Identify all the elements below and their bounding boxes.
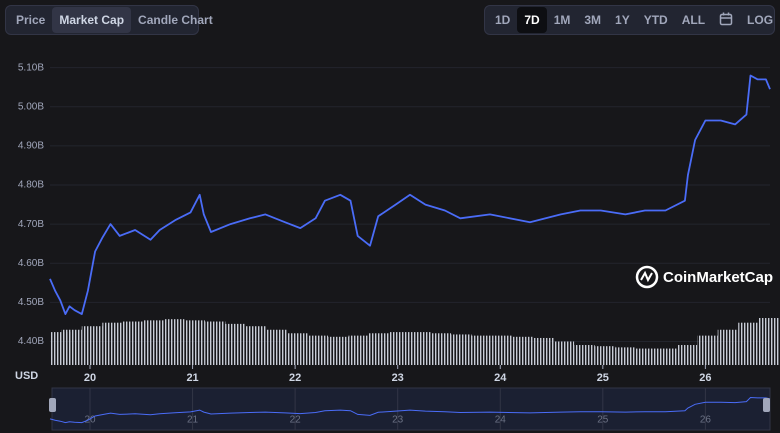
volume-bar <box>225 323 246 365</box>
volume-bar <box>163 319 185 365</box>
volume-bar <box>656 348 677 365</box>
volume-bar <box>307 335 328 365</box>
navigator-line <box>49 396 771 424</box>
volume-bar <box>492 335 513 365</box>
volume-bar <box>368 333 390 365</box>
y-tick-label: 4.50B <box>18 297 44 308</box>
x-tick-label: 22 <box>289 372 301 384</box>
navigator-tick-label: 23 <box>392 415 404 426</box>
button[interactable]: LOG <box>747 13 774 27</box>
volume-bar <box>410 332 431 365</box>
y-tick-label: 4.70B <box>18 219 44 230</box>
volume-bar <box>266 329 287 365</box>
navigator-handle <box>49 398 56 412</box>
volume-bar <box>512 336 534 365</box>
volume-bar <box>717 329 739 365</box>
calendar-button[interactable] <box>712 6 740 35</box>
volume-bar <box>697 335 718 365</box>
tab-group: Price Market Cap Candle Chart <box>5 5 213 35</box>
currency-label: USD <box>15 370 38 382</box>
volume-bar <box>451 334 472 365</box>
x-tick-label: 26 <box>699 372 711 384</box>
price-line <box>49 74 771 315</box>
button[interactable]: ALL <box>681 13 706 27</box>
volume-bar <box>81 326 103 365</box>
navigator-handle <box>763 398 770 412</box>
volume-bar <box>143 320 164 365</box>
volume-bar <box>635 348 657 365</box>
volume-bar <box>574 345 595 365</box>
button[interactable]: 1Y <box>615 13 630 27</box>
button[interactable]: Price <box>16 13 46 27</box>
navigator <box>51 387 771 431</box>
range-group: 1D 7D 1M 3M 1Y YTD ALL LOG <box>484 5 775 35</box>
navigator-tick-label: 21 <box>187 415 199 426</box>
navigator-tick-label: 20 <box>84 415 96 426</box>
volume-bar <box>348 335 369 365</box>
x-tick-label: 21 <box>186 372 198 384</box>
volume-bar <box>184 320 205 365</box>
button[interactable]: Candle Chart <box>138 13 213 27</box>
y-tick-label: 5.10B <box>18 62 44 73</box>
volume-bar <box>594 346 616 365</box>
volume-bar <box>430 333 452 365</box>
button[interactable]: YTD <box>643 13 668 27</box>
watermark-text: CoinMarketCap <box>663 269 773 286</box>
x-tick-label: 20 <box>84 372 96 384</box>
button[interactable]: 7D <box>517 7 547 33</box>
calendar-icon <box>719 12 733 25</box>
navigator-tick-label: 26 <box>700 415 712 426</box>
volume-bar <box>204 321 226 365</box>
button[interactable]: Market Cap <box>52 7 132 33</box>
volume-bar <box>389 332 410 365</box>
y-tick-label: 4.40B <box>18 336 44 347</box>
volume-bar <box>615 347 636 365</box>
y-tick-label: 4.60B <box>18 258 44 269</box>
navigator-tick-label: 24 <box>495 415 507 426</box>
button[interactable]: 1D <box>495 13 511 27</box>
volume-bar <box>327 336 349 365</box>
button[interactable]: 3M <box>584 13 602 27</box>
volume-bar <box>758 318 780 365</box>
volume-bar <box>553 341 575 365</box>
volume-bar <box>533 337 554 365</box>
x-tick-label: 25 <box>597 372 609 384</box>
volume-bar <box>245 326 267 365</box>
volume-bar <box>61 329 82 365</box>
volume-bar <box>122 321 144 365</box>
volume-bar <box>738 322 759 365</box>
y-tick-label: 5.00B <box>18 101 44 112</box>
volume-bar <box>676 345 698 365</box>
volume-bar <box>102 322 123 365</box>
button[interactable]: 1M <box>553 13 571 27</box>
y-tick-label: 4.80B <box>18 180 44 191</box>
x-tick-label: 23 <box>392 372 404 384</box>
x-tick-label: 24 <box>494 372 507 384</box>
navigator-tick-label: 22 <box>290 415 302 426</box>
volume-bar <box>286 333 308 365</box>
y-tick-label: 4.90B <box>18 141 44 152</box>
watermark: CoinMarketCap <box>635 265 773 289</box>
navigator-tick-label: 25 <box>597 415 609 426</box>
volume-bar <box>471 335 493 365</box>
